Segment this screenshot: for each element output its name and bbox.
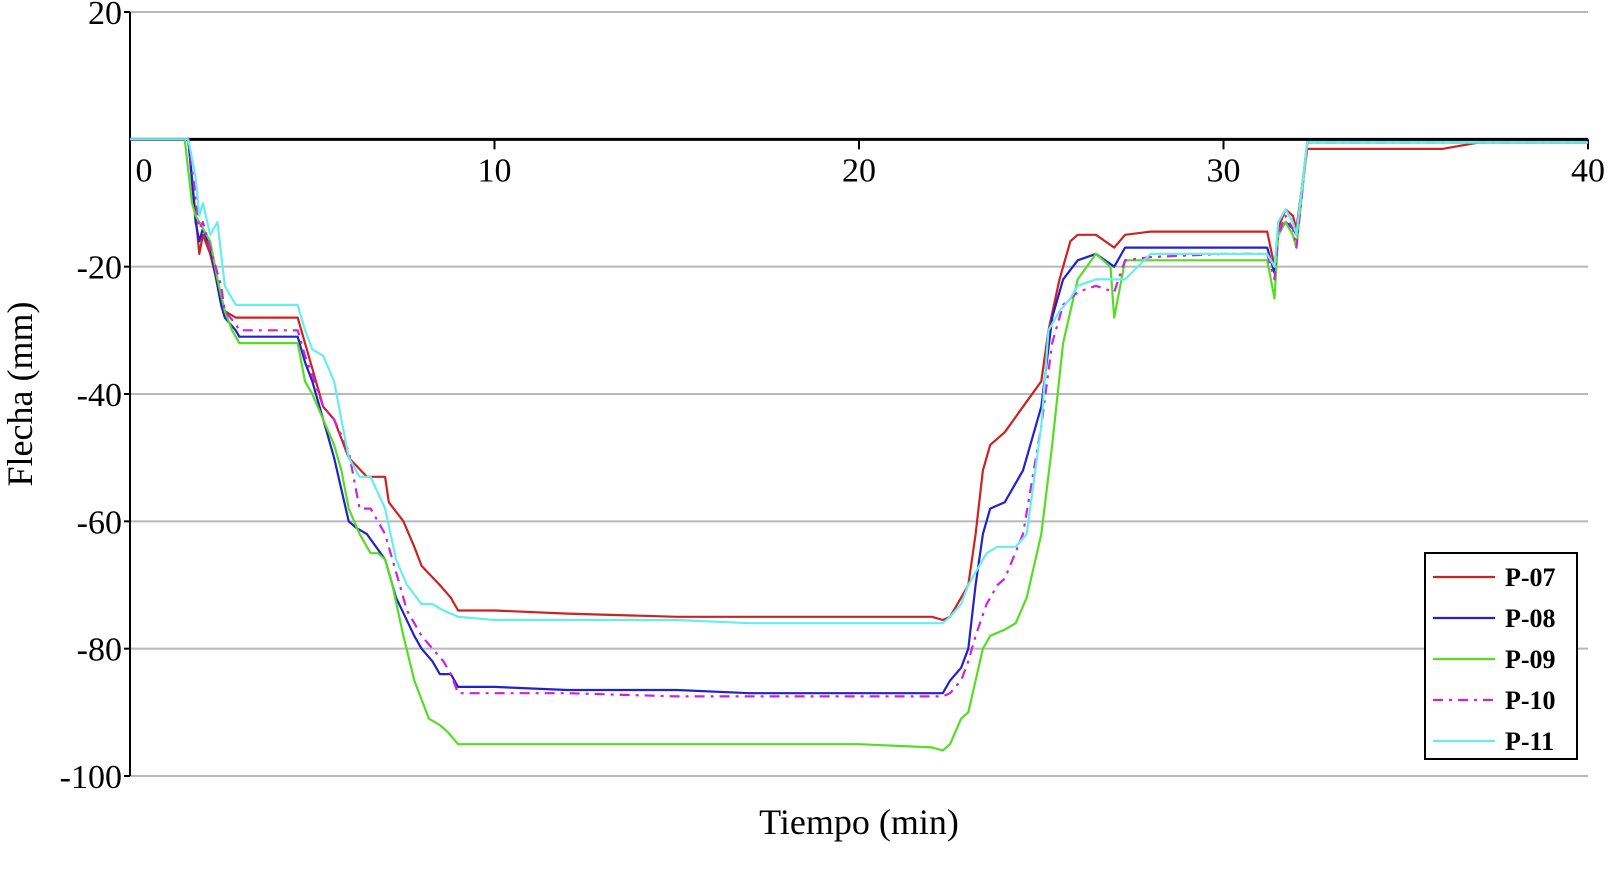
- y-tick-label: -20: [77, 250, 122, 287]
- x-tick-label: 0: [136, 152, 153, 189]
- x-tick-label: 10: [478, 152, 512, 189]
- series-lines: [130, 138, 1588, 752]
- legend-label: P-08: [1505, 604, 1556, 633]
- y-tick-label: -40: [77, 377, 122, 414]
- y-tick-label: 20: [88, 0, 122, 32]
- y-tick-label: -100: [60, 759, 122, 796]
- legend-label: P-09: [1505, 645, 1556, 674]
- series-line-p-11: [130, 138, 1588, 625]
- x-tick-label: 30: [1207, 152, 1241, 189]
- legend-label: P-11: [1505, 727, 1554, 756]
- legend-box: [1424, 552, 1578, 760]
- tick-labels: 20 -20 -40 -60 -80 -100 0 10 20 30 40: [60, 0, 1605, 796]
- series-line-p-08: [130, 138, 1588, 695]
- x-tick-label: 40: [1571, 152, 1605, 189]
- y-tick-label: -60: [77, 504, 122, 541]
- legend: P-07 P-08 P-09 P-10 P-11: [1424, 552, 1578, 760]
- y-tick-label: -80: [77, 632, 122, 669]
- grid-lines: [130, 11, 1588, 777]
- x-axis-title: Tiempo (min): [759, 802, 959, 842]
- y-axis-title: Flecha (mm): [0, 302, 40, 487]
- series-line-p-10: [130, 138, 1588, 698]
- series-line-p-09: [130, 138, 1588, 752]
- legend-label: P-07: [1505, 563, 1556, 592]
- series-line-p-07: [130, 138, 1588, 622]
- x-tick-label: 20: [842, 152, 876, 189]
- legend-label: P-10: [1505, 686, 1556, 715]
